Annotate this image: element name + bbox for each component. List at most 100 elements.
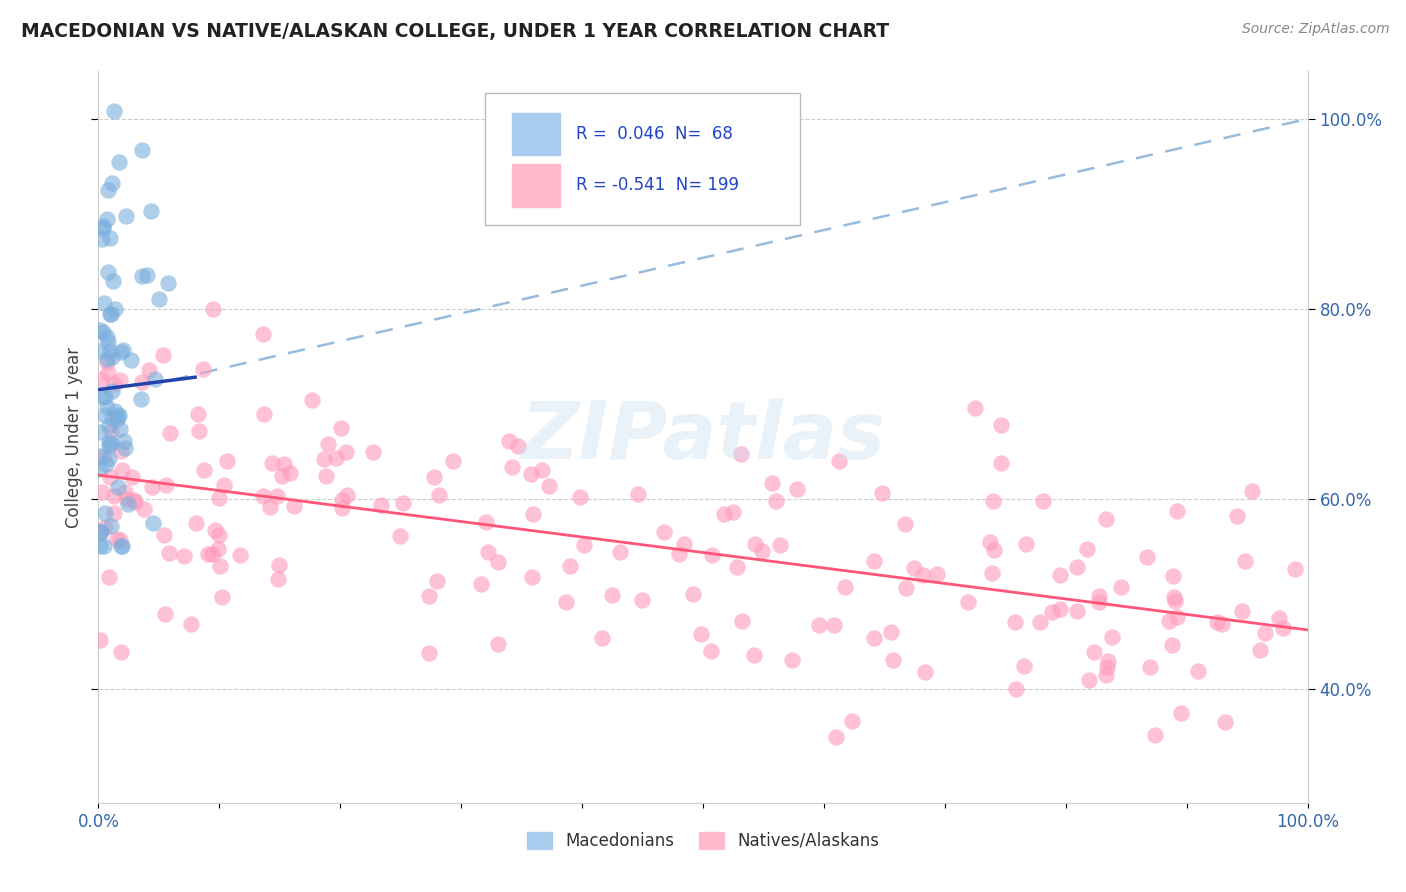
Point — [786, 482, 808, 496]
Point — [97, 366, 120, 380]
Point — [1271, 621, 1294, 635]
Point — [96, 351, 118, 366]
Point — [825, 730, 848, 744]
Text: MACEDONIAN VS NATIVE/ALASKAN COLLEGE, UNDER 1 YEAR CORRELATION CHART: MACEDONIAN VS NATIVE/ALASKAN COLLEGE, UN… — [21, 22, 889, 41]
Point — [682, 587, 704, 601]
Point — [894, 582, 917, 596]
Point — [474, 515, 496, 529]
Point — [115, 209, 138, 223]
Point — [259, 500, 281, 514]
Point — [89, 449, 111, 463]
Point — [136, 268, 159, 283]
Point — [912, 568, 935, 582]
Point — [215, 453, 238, 467]
Point — [96, 212, 118, 227]
Point — [96, 400, 118, 414]
Point — [1083, 645, 1105, 659]
Point — [863, 554, 886, 568]
Point — [98, 343, 121, 358]
Point — [89, 425, 111, 439]
Point — [963, 401, 986, 415]
Point — [156, 276, 179, 290]
Point — [97, 450, 120, 465]
Point — [260, 456, 283, 470]
Point — [207, 542, 229, 557]
Point — [97, 439, 120, 453]
Point — [1136, 550, 1159, 565]
Point — [1111, 580, 1133, 594]
Point — [98, 307, 121, 321]
Point — [159, 425, 181, 440]
Point — [117, 497, 139, 511]
Point — [1076, 541, 1098, 556]
Point — [90, 524, 112, 539]
Point — [668, 547, 690, 561]
Point — [208, 491, 231, 505]
Point — [1240, 483, 1263, 498]
Point — [131, 269, 153, 284]
Point — [139, 204, 162, 219]
Point — [1284, 562, 1306, 576]
Point — [914, 665, 936, 680]
Point — [498, 434, 520, 449]
Point — [330, 493, 353, 508]
Point — [97, 182, 120, 196]
Point — [105, 412, 128, 426]
Point — [117, 492, 139, 507]
Point — [1139, 660, 1161, 674]
Point — [569, 490, 592, 504]
Point — [122, 493, 145, 508]
Point — [96, 354, 118, 368]
Point — [979, 535, 1001, 549]
Point — [280, 466, 302, 480]
Point — [103, 489, 125, 503]
Point — [361, 445, 384, 459]
Point — [983, 543, 1005, 558]
Point — [1233, 554, 1256, 568]
Point — [600, 588, 623, 602]
Point — [742, 648, 765, 662]
Point — [1005, 681, 1028, 696]
Point — [927, 566, 949, 581]
Point — [980, 566, 1002, 580]
Point — [273, 457, 295, 471]
Point — [103, 103, 125, 118]
Point — [108, 533, 131, 547]
Point — [689, 627, 711, 641]
Point — [96, 458, 118, 472]
Point — [731, 614, 754, 628]
Point — [97, 570, 120, 584]
Point — [157, 545, 180, 559]
FancyBboxPatch shape — [485, 94, 800, 225]
Point — [104, 403, 127, 417]
Point — [627, 487, 650, 501]
Point — [91, 232, 114, 246]
Point — [131, 143, 153, 157]
Point — [1032, 494, 1054, 508]
Point — [201, 547, 224, 561]
Point — [1226, 509, 1249, 524]
Point — [700, 548, 723, 562]
Point — [100, 518, 122, 533]
Point — [120, 353, 142, 368]
Point — [202, 301, 225, 316]
Point — [103, 506, 125, 520]
Point — [89, 462, 111, 476]
Point — [107, 409, 129, 424]
Point — [301, 392, 323, 407]
Point — [111, 463, 134, 477]
Point — [132, 502, 155, 516]
Point — [91, 326, 114, 340]
Legend: Macedonians, Natives/Alaskans: Macedonians, Natives/Alaskans — [520, 825, 886, 856]
Point — [110, 645, 132, 659]
Point — [180, 617, 202, 632]
Point — [486, 555, 509, 569]
Point — [131, 392, 153, 406]
Point — [392, 496, 415, 510]
Point — [101, 274, 124, 288]
Point — [862, 631, 884, 645]
Point — [187, 407, 209, 421]
Point — [1164, 594, 1187, 608]
Point — [721, 505, 744, 519]
Point — [725, 559, 748, 574]
